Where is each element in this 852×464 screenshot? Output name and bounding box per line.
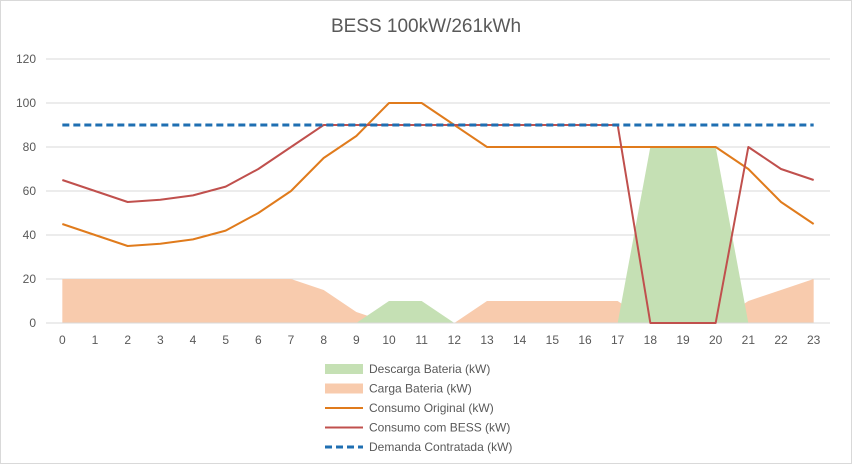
series-line <box>62 102 815 247</box>
x-tick-label: 19 <box>676 333 690 347</box>
y-tick-label: 0 <box>29 316 36 330</box>
x-tick-label: 8 <box>320 333 327 347</box>
x-tick-label: 4 <box>190 333 197 347</box>
x-tick-label: 20 <box>709 333 723 347</box>
chart-title: BESS 100kW/261kWh <box>330 16 522 37</box>
y-tick-label: 120 <box>16 52 36 66</box>
y-tick-label: 20 <box>23 272 37 286</box>
x-tick-label: 1 <box>92 333 99 347</box>
y-tick-label: 40 <box>23 228 37 242</box>
series-area <box>62 147 814 323</box>
x-tick-label: 23 <box>807 333 821 347</box>
x-tick-label: 5 <box>222 333 229 347</box>
y-tick-label: 80 <box>23 140 37 154</box>
x-tick-label: 6 <box>255 333 262 347</box>
legend-label: Carga Bateria (kW) <box>369 382 472 396</box>
legend-label: Consumo Original (kW) <box>369 401 494 415</box>
legend-swatch <box>325 364 363 374</box>
legend-swatch <box>325 383 363 394</box>
x-tick-label: 0 <box>59 333 66 347</box>
x-tick-label: 10 <box>382 333 396 347</box>
y-tick-label: 100 <box>16 96 36 110</box>
x-tick-label: 16 <box>578 333 592 347</box>
x-tick-label: 11 <box>415 333 428 347</box>
x-tick-label: 22 <box>774 333 788 347</box>
x-tick-label: 7 <box>288 333 295 347</box>
x-tick-label: 2 <box>124 333 131 347</box>
x-tick-label: 13 <box>480 333 494 347</box>
y-tick-label: 60 <box>23 184 37 198</box>
x-tick-label: 18 <box>644 333 658 347</box>
legend-label: Descarga Bateria (kW) <box>369 362 490 376</box>
x-tick-label: 21 <box>742 333 756 347</box>
x-tick-label: 12 <box>448 333 462 347</box>
x-tick-label: 14 <box>513 333 527 347</box>
x-tick-label: 3 <box>157 333 164 347</box>
legend-label: Demanda Contratada (kW) <box>369 440 512 454</box>
x-tick-label: 15 <box>546 333 560 347</box>
x-tick-label: 17 <box>611 333 625 347</box>
legend-label: Consumo com BESS (kW) <box>369 421 510 435</box>
x-tick-label: 9 <box>353 333 360 347</box>
